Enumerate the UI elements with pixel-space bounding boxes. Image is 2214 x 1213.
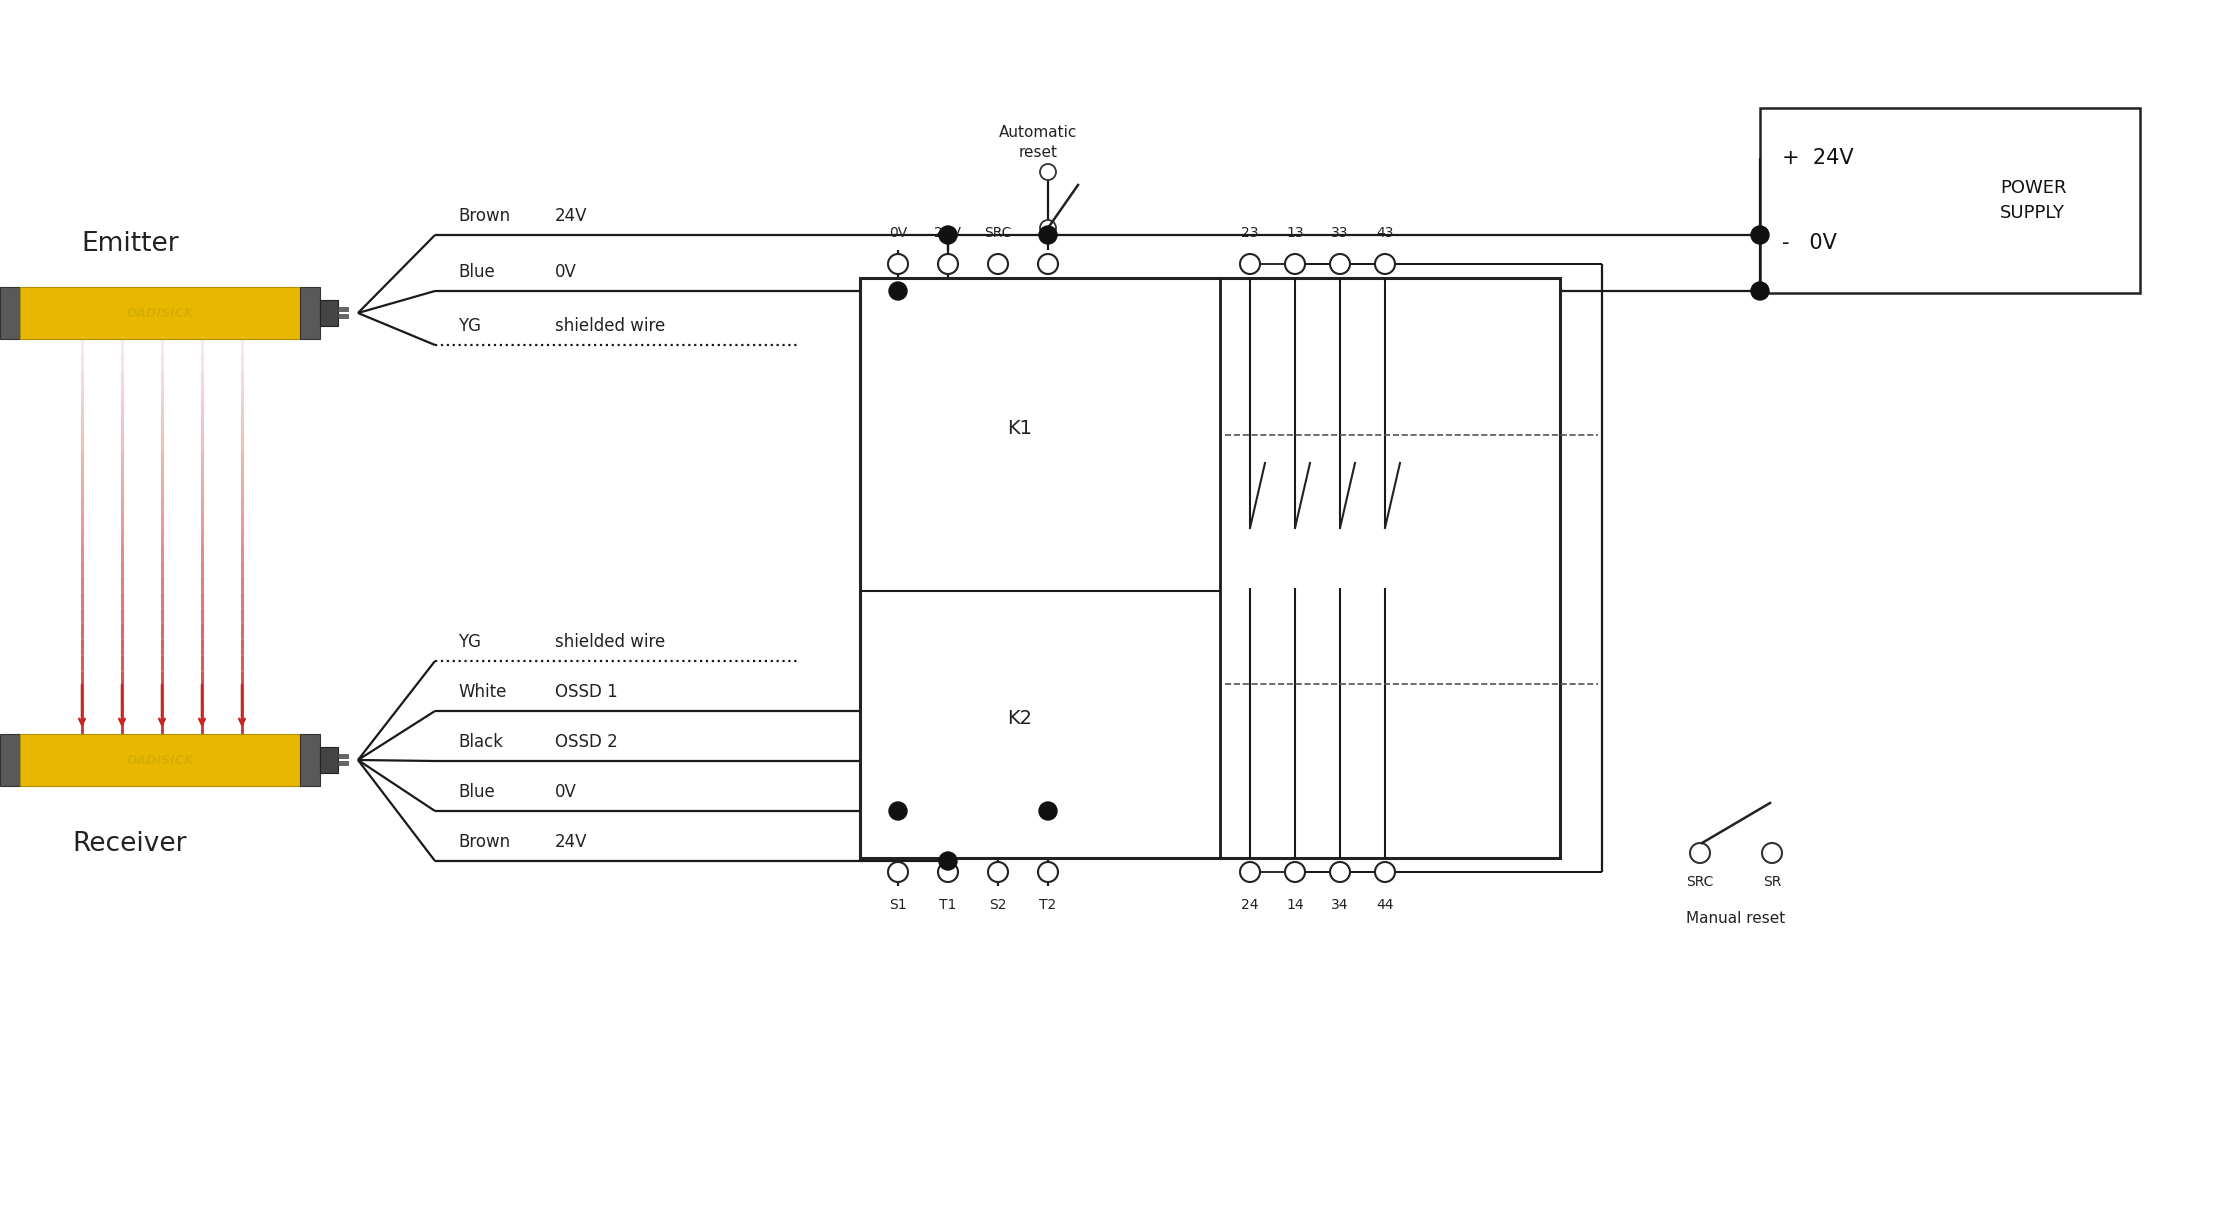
Bar [0, 734, 20, 786]
Circle shape [1751, 281, 1769, 300]
Text: 14: 14 [1286, 898, 1304, 912]
Circle shape [1041, 164, 1056, 180]
Text: -   0V: - 0V [1782, 233, 1838, 254]
Text: K2: K2 [1007, 710, 1032, 728]
Text: 44: 44 [1377, 898, 1395, 912]
Text: Blue: Blue [458, 784, 494, 801]
Circle shape [1762, 843, 1782, 862]
Circle shape [888, 862, 908, 882]
Text: YG: YG [458, 633, 480, 651]
Circle shape [1240, 862, 1260, 882]
Text: T1: T1 [939, 898, 956, 912]
Circle shape [1375, 254, 1395, 274]
Text: Manual reset: Manual reset [1687, 911, 1787, 926]
Text: Automatic
reset: Automatic reset [999, 125, 1078, 160]
Bar [321, 747, 339, 773]
Text: 0V: 0V [556, 784, 578, 801]
Text: shielded wire: shielded wire [556, 633, 664, 651]
Text: OSSD 2: OSSD 2 [556, 733, 618, 751]
Text: YG: YG [458, 317, 480, 335]
Text: SRC: SRC [985, 226, 1012, 240]
Circle shape [987, 254, 1007, 274]
Text: OSSD 1: OSSD 1 [556, 683, 618, 701]
Circle shape [1041, 220, 1056, 237]
Text: Blue: Blue [458, 263, 494, 281]
Text: White: White [458, 683, 507, 701]
Circle shape [939, 852, 956, 870]
Bar [301, 287, 321, 338]
Text: SR: SR [1038, 226, 1058, 240]
Text: 0V: 0V [888, 226, 908, 240]
Circle shape [890, 281, 908, 300]
Bar [859, 278, 1561, 858]
Circle shape [1038, 226, 1056, 244]
Bar [339, 314, 348, 318]
Bar [339, 754, 348, 758]
Circle shape [1375, 862, 1395, 882]
Circle shape [939, 862, 959, 882]
Circle shape [1331, 254, 1351, 274]
Circle shape [1331, 862, 1351, 882]
Text: Brown: Brown [458, 833, 509, 852]
Text: Emitter: Emitter [82, 230, 179, 257]
Text: 34: 34 [1331, 898, 1348, 912]
Text: S1: S1 [890, 898, 908, 912]
Circle shape [1038, 254, 1058, 274]
Text: 13: 13 [1286, 226, 1304, 240]
Text: POWER
SUPPLY: POWER SUPPLY [1999, 180, 2066, 222]
Circle shape [1284, 254, 1304, 274]
Text: 33: 33 [1331, 226, 1348, 240]
Bar [0, 287, 20, 338]
Text: Brown: Brown [458, 207, 509, 224]
Bar [20, 734, 301, 786]
Text: +  24V: + 24V [1782, 148, 1853, 167]
Text: T2: T2 [1038, 898, 1056, 912]
Bar [1760, 108, 2141, 294]
Text: DADISICK: DADISICK [126, 307, 193, 319]
Circle shape [1284, 862, 1304, 882]
Bar [339, 761, 348, 765]
Text: 24V: 24V [934, 226, 961, 240]
Text: S2: S2 [990, 898, 1007, 912]
Text: 24: 24 [1242, 898, 1260, 912]
Text: shielded wire: shielded wire [556, 317, 664, 335]
Bar [301, 734, 321, 786]
Text: Receiver: Receiver [73, 831, 188, 858]
Circle shape [888, 254, 908, 274]
Circle shape [890, 802, 908, 820]
Circle shape [1689, 843, 1709, 862]
Circle shape [939, 254, 959, 274]
Circle shape [1751, 226, 1769, 244]
Circle shape [987, 862, 1007, 882]
Bar [339, 307, 348, 311]
Text: 0V: 0V [556, 263, 578, 281]
Text: 24V: 24V [556, 207, 587, 224]
Text: 23: 23 [1242, 226, 1260, 240]
Text: SRC: SRC [1687, 875, 1714, 889]
Text: 43: 43 [1377, 226, 1395, 240]
Circle shape [1240, 254, 1260, 274]
Text: Black: Black [458, 733, 503, 751]
Circle shape [1038, 802, 1056, 820]
Circle shape [939, 226, 956, 244]
Text: SR: SR [1762, 875, 1782, 889]
Circle shape [1038, 862, 1058, 882]
Text: K1: K1 [1007, 420, 1032, 438]
Bar [20, 287, 301, 338]
Text: 24V: 24V [556, 833, 587, 852]
Bar [321, 300, 339, 326]
Text: DADISICK: DADISICK [126, 753, 193, 767]
